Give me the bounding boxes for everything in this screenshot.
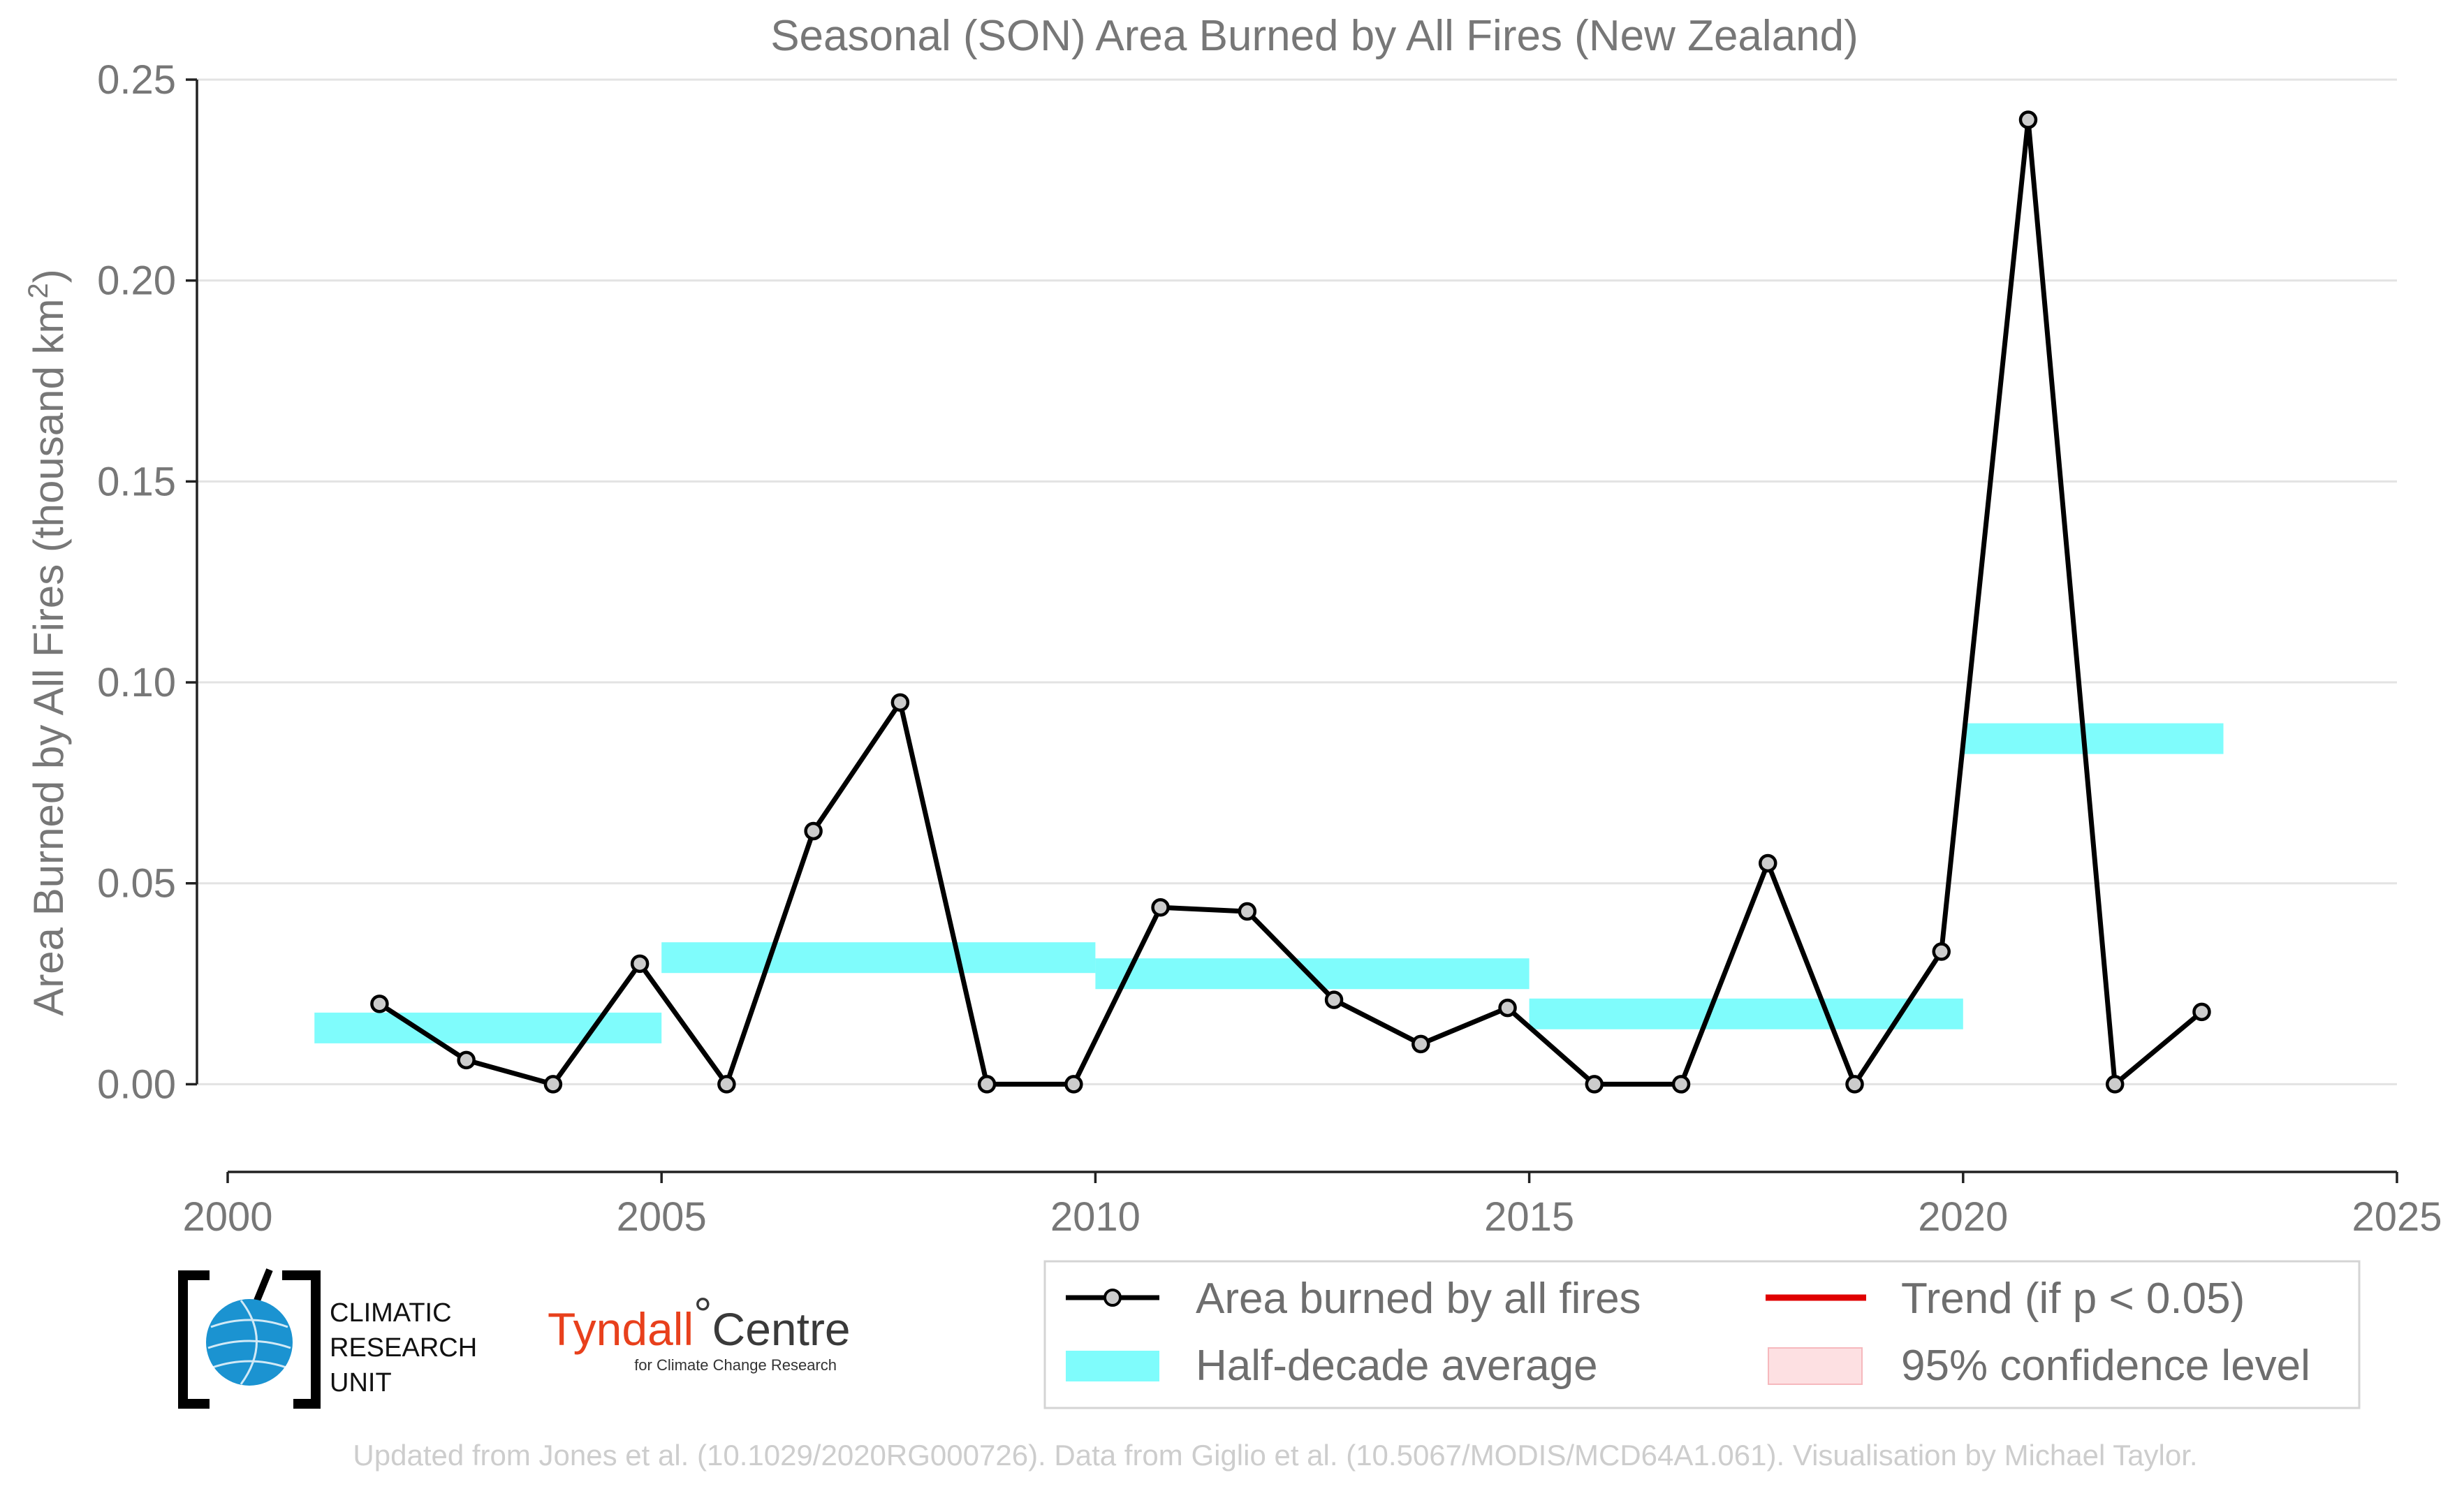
data-point <box>1324 990 1344 1009</box>
data-point <box>2105 1075 2125 1094</box>
tyndall-subtitle: for Climate Change Research <box>634 1356 837 1374</box>
legend-marker-symbol <box>1103 1289 1122 1307</box>
data-point <box>1151 898 1170 917</box>
y-tick-label: 0.10 <box>97 660 176 705</box>
cru-logo-slash <box>254 1268 273 1302</box>
legend: Area burned by all fires Trend (if p < 0… <box>1043 1260 2361 1409</box>
data-point <box>1585 1075 1604 1094</box>
x-tick-label: 2000 <box>182 1194 272 1240</box>
y-tick-label: 0.05 <box>97 861 176 907</box>
data-point <box>543 1075 563 1094</box>
cru-logo-bracket-right <box>282 1270 321 1409</box>
cru-line2: RESEARCH <box>330 1333 477 1363</box>
half-decade-bands <box>314 723 2224 1043</box>
half-decade-band <box>1963 723 2224 754</box>
axes: 0.00 0.05 0.10 0.15 0.20 0.25 2000 2005 2010 2015… <box>97 57 2442 1240</box>
footer-credits: Updated from Jones et al. (10.1029/2020R… <box>353 1439 2197 1472</box>
half-decade-band <box>661 942 1096 974</box>
cru-line1: CLIMATIC <box>330 1298 452 1328</box>
legend-box <box>1043 1260 2361 1409</box>
x-tick-label: 2010 <box>1050 1194 1141 1240</box>
data-point <box>1845 1075 1864 1094</box>
x-tick-label: 2020 <box>1918 1194 2008 1240</box>
x-tick-label: 2005 <box>617 1194 707 1240</box>
chart-title: Seasonal (SON) Area Burned by All Fires … <box>770 12 1858 60</box>
data-point <box>1932 942 1951 961</box>
data-point <box>1671 1075 1691 1094</box>
y-tick-label: 0.20 <box>97 258 176 304</box>
legend-label-area: Area burned by all fires <box>1196 1275 1641 1323</box>
cru-globe-lines <box>207 1300 291 1385</box>
data-point <box>717 1075 736 1094</box>
half-decade-band <box>1095 958 1530 990</box>
data-point <box>370 995 389 1013</box>
legend-band-symbol <box>1066 1351 1159 1381</box>
y-tick-label: 0.25 <box>97 57 176 103</box>
data-point <box>2018 110 2038 129</box>
legend-ci-symbol <box>1768 1347 1863 1385</box>
series <box>370 110 2211 1094</box>
legend-label-average: Half-decade average <box>1196 1342 1598 1390</box>
x-tick-label: 2015 <box>1484 1194 1574 1240</box>
y-tick-label: 0.00 <box>97 1062 176 1107</box>
half-decade-band <box>314 1012 662 1043</box>
data-point <box>457 1050 476 1070</box>
data-point <box>1064 1075 1083 1094</box>
legend-label-ci: 95% confidence level <box>1901 1342 2310 1390</box>
data-point <box>630 954 650 974</box>
cru-logo: CLIMATIC RESEARCH UNIT <box>178 1268 477 1409</box>
legend-label-trend: Trend (if p < 0.05) <box>1901 1275 2245 1323</box>
data-point <box>804 821 823 841</box>
grid <box>197 78 2397 1085</box>
half-decade-band <box>1529 998 1963 1029</box>
data-point <box>1759 853 1777 873</box>
data-point <box>1238 902 1257 921</box>
y-axis-label-main: Area Burned by All Fires (thousand km <box>25 299 72 1016</box>
tyndall-name-dark: Centre <box>712 1303 851 1355</box>
y-tick-label: 0.15 <box>97 459 176 504</box>
tyndall-wordmark: Tyndall°Centre <box>548 1288 851 1355</box>
cru-logo-bracket-left <box>178 1270 210 1409</box>
y-axis-label-end: ) <box>25 269 72 283</box>
x-tick-label: 2025 <box>2352 1194 2442 1240</box>
series-line <box>378 117 2203 1087</box>
data-point <box>1498 998 1517 1018</box>
tyndall-degree: ° <box>694 1288 712 1340</box>
y-axis-label-sup: 2 <box>23 283 54 298</box>
cru-line3: UNIT <box>330 1368 392 1398</box>
data-point <box>977 1075 997 1094</box>
data-point <box>2192 1002 2211 1022</box>
data-point <box>1411 1034 1430 1054</box>
tyndall-logo: Tyndall°Centre for Climate Change Resear… <box>548 1288 851 1374</box>
tyndall-name-red: Tyndall <box>548 1303 694 1355</box>
data-point <box>890 693 910 712</box>
y-axis-label: Area Burned by All Fires (thousand km2) <box>23 269 72 1015</box>
